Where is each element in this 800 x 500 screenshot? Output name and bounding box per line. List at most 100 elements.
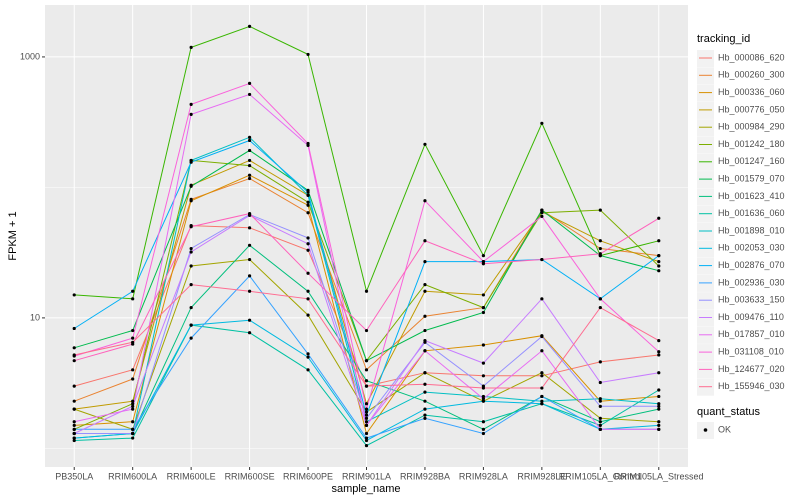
x-tick-label: RRIM901LA (342, 471, 391, 481)
data-point (657, 371, 661, 375)
legend-label: Hb_000086_620 (718, 52, 785, 62)
data-point (481, 420, 486, 424)
x-tick-label: RRIM600SE (225, 471, 275, 481)
data-point (364, 368, 369, 372)
data-point (247, 211, 252, 216)
x-tick-label: RRIM600LA (108, 471, 157, 481)
points (72, 24, 661, 448)
data-point (306, 242, 310, 246)
legend-label: Hb_000984_290 (718, 122, 785, 132)
data-point (540, 214, 544, 218)
data-point (72, 359, 76, 363)
data-point (364, 444, 369, 448)
data-point (657, 260, 661, 264)
data-point (189, 112, 193, 116)
data-point (598, 380, 602, 385)
data-point (131, 297, 135, 301)
data-point (423, 328, 427, 333)
data-point (306, 352, 310, 356)
data-point (189, 225, 193, 229)
data-point (598, 397, 602, 401)
data-point (423, 371, 427, 375)
y-axis-title: FPKM + 1 (7, 211, 19, 260)
data-point (598, 252, 602, 256)
data-point (423, 413, 427, 417)
data-point (131, 431, 135, 436)
data-point (481, 305, 486, 310)
legend-label: Hb_001247_160 (718, 156, 785, 166)
data-point (540, 394, 544, 399)
data-point (364, 436, 369, 440)
legend-label: Hb_002936_030 (718, 277, 785, 287)
x-tick-label: RRIM928LA (459, 471, 508, 481)
data-point (189, 45, 193, 50)
data-point (423, 416, 427, 420)
data-point (131, 368, 135, 372)
data-point (657, 388, 661, 392)
data-point (657, 402, 661, 406)
data-point (481, 262, 486, 266)
data-point (423, 349, 427, 353)
legend-label: Hb_001623_410 (718, 191, 785, 201)
data-point (598, 305, 602, 310)
data-point (540, 402, 544, 406)
data-point (247, 274, 252, 278)
data-point (481, 394, 486, 399)
x-tick-label: RRIM105LA_Control (559, 471, 642, 481)
data-point (364, 402, 369, 406)
data-point (306, 193, 310, 197)
data-point (131, 402, 135, 406)
data-point (72, 384, 76, 388)
data-point (657, 350, 661, 354)
data-point (247, 331, 252, 335)
data-point (306, 52, 310, 57)
data-point (481, 293, 486, 297)
data-point (247, 243, 252, 247)
data-point (423, 289, 427, 293)
data-point (481, 374, 486, 378)
data-point (247, 24, 252, 28)
x-tick-label: RRIM600PE (283, 471, 333, 481)
data-point (131, 407, 135, 411)
data-point (423, 260, 427, 264)
data-point (364, 289, 369, 293)
data-point (657, 353, 661, 357)
data-point (189, 264, 193, 268)
data-point (189, 250, 193, 254)
data-point (247, 318, 252, 322)
data-point (189, 282, 193, 287)
x-tick-label: RRIM105LA_Stressed (614, 471, 704, 481)
data-point (72, 436, 76, 440)
legend-label: Hb_001636_060 (718, 208, 785, 218)
data-point (247, 176, 252, 181)
legend-label: Hb_001898_010 (718, 225, 785, 235)
data-point (189, 323, 193, 327)
data-point (306, 141, 310, 146)
data-point (364, 359, 369, 363)
data-point (247, 173, 252, 177)
data-point (481, 397, 486, 401)
legend-label: Hb_002876_070 (718, 260, 785, 270)
legend-title: quant_status (697, 406, 760, 418)
data-point (423, 338, 427, 343)
data-point (657, 404, 661, 408)
data-point (423, 142, 427, 146)
data-point (657, 254, 661, 258)
data-point (247, 226, 252, 230)
data-point (131, 404, 135, 408)
legend-label: Hb_009476_110 (718, 312, 784, 322)
data-point (247, 158, 252, 163)
data-point (598, 416, 602, 420)
data-point (131, 420, 135, 424)
data-point (306, 203, 310, 207)
data-point (598, 423, 602, 428)
grid (45, 5, 688, 467)
data-point (540, 374, 544, 378)
data-point (247, 138, 252, 143)
data-point (364, 384, 369, 388)
data-point (481, 399, 486, 403)
data-point (657, 264, 661, 268)
data-point (306, 190, 310, 194)
legend-title: tracking_id (697, 33, 750, 45)
